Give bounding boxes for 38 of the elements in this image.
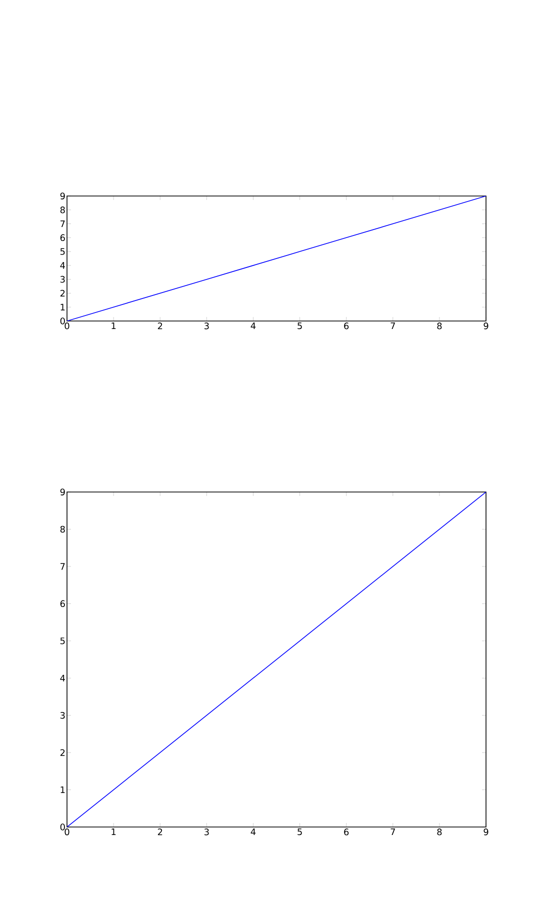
y-tick-label: 9: [60, 192, 65, 200]
x-tick-label: 6: [344, 828, 349, 836]
x-tick-label: 1: [112, 322, 116, 330]
x-tick-label: 4: [250, 322, 256, 330]
y-tick-label: 7: [60, 220, 65, 228]
y-tick-label: 8: [60, 206, 65, 214]
y-tick-label: 1: [60, 304, 65, 310]
y-tick-label: 4: [60, 262, 65, 269]
x-tick-label: 8: [437, 828, 442, 836]
x-tick-label: 3: [204, 322, 209, 330]
y-tick-label: 3: [60, 712, 65, 719]
x-tick-label: 3: [204, 828, 209, 836]
x-tick-label: 2: [158, 828, 162, 836]
y-tick-label: 8: [60, 526, 65, 533]
x-tick-label: 7: [390, 322, 395, 330]
x-tick-label: 9: [484, 322, 488, 330]
y-tick-label: 2: [60, 749, 65, 756]
x-tick-label: 5: [298, 322, 302, 330]
x-tick-label: 4: [250, 828, 256, 836]
x-tick-label: 9: [484, 828, 488, 836]
y-tick-label: 2: [60, 290, 65, 297]
x-tick-label: 8: [437, 322, 442, 330]
y-tick-label: 0: [60, 824, 65, 830]
x-tick-label: 6: [344, 322, 349, 330]
y-tick-label: 7: [60, 563, 65, 570]
y-tick-label: 3: [60, 276, 65, 283]
y-tick-label: 6: [60, 600, 65, 608]
x-tick-label: 1: [112, 828, 116, 836]
x-tick-label: 5: [298, 828, 302, 836]
y-tick-label: 5: [60, 248, 65, 255]
y-tick-label: 4: [60, 674, 65, 682]
x-tick-label: 7: [390, 828, 395, 836]
y-tick-label: 5: [60, 638, 65, 644]
y-tick-label: 6: [60, 234, 65, 242]
y-tick-label: 9: [60, 488, 65, 496]
x-tick-label: 2: [158, 322, 162, 330]
y-tick-label: 1: [60, 786, 65, 794]
y-tick-label: 0: [60, 318, 65, 324]
